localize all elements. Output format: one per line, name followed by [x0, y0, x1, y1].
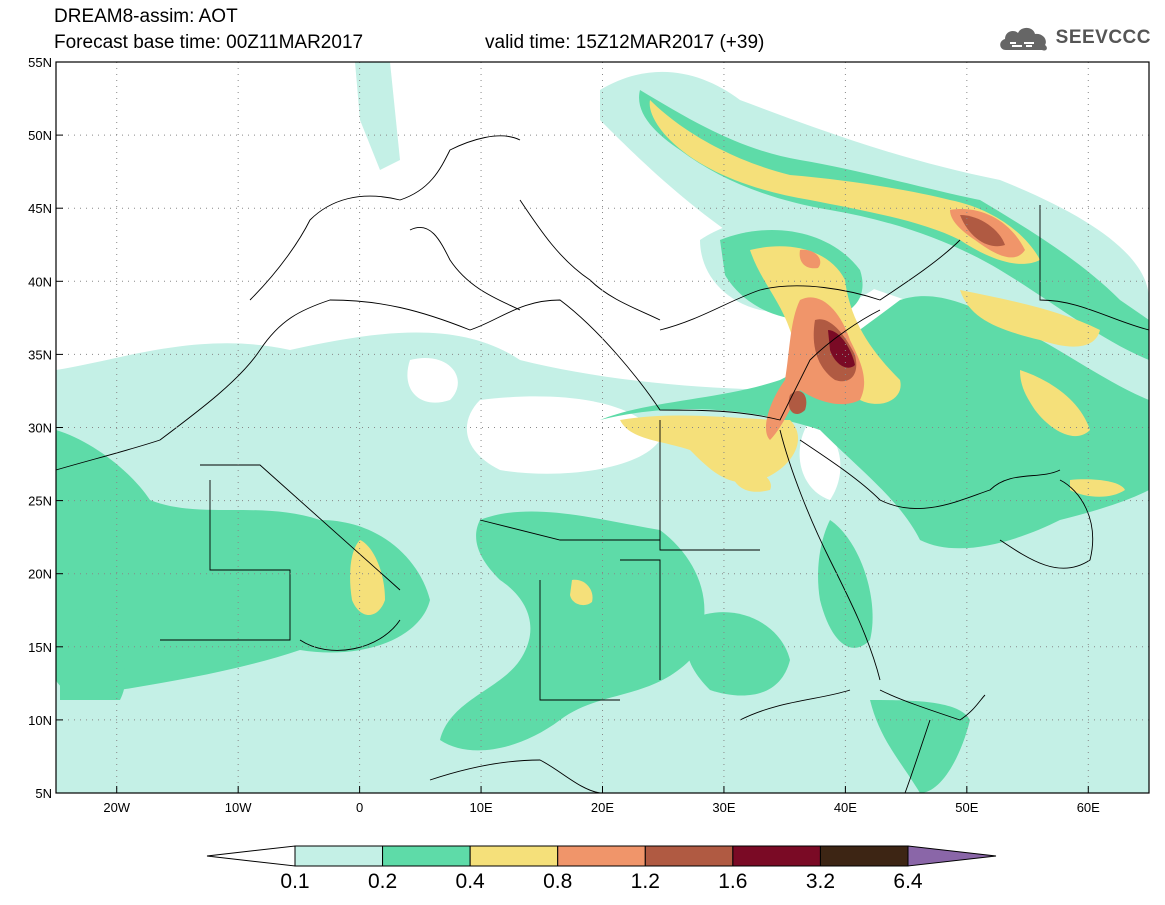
lat-tick-label: 15N [28, 640, 52, 655]
colorbar-under-triangle [206, 845, 296, 867]
lon-tick-label: 20E [591, 800, 614, 815]
lon-tick-label: 60E [1077, 800, 1100, 815]
colorbar-box [819, 845, 909, 867]
colorbar-box [469, 845, 559, 867]
colorbar [206, 845, 997, 867]
colorbar-level-label: 3.2 [805, 870, 836, 893]
lon-tick-label: 10E [469, 800, 492, 815]
lat-tick-label: 45N [28, 201, 52, 216]
seevccc-logo: SEEVCCC [996, 22, 1151, 54]
colorbar-level-label: 0.8 [543, 870, 573, 893]
lon-tick-label: 0 [356, 800, 363, 815]
lon-tick-label: 40E [834, 800, 857, 815]
lat-tick-label: 5N [35, 786, 52, 801]
cloud-icon [999, 27, 1047, 51]
lon-tick-label: 10W [225, 800, 252, 815]
lat-tick-label: 10N [28, 713, 52, 728]
colorbar-level-label: 1.6 [718, 870, 748, 893]
colorbar-box [644, 845, 734, 867]
lat-tick-label: 35N [28, 347, 52, 362]
colorbar-level-label: 0.2 [367, 870, 398, 893]
forecast-base-time: Forecast base time: 00Z11MAR2017 [54, 32, 364, 53]
lat-tick-label: 55N [28, 55, 52, 70]
colorbar-level-label: 0.4 [455, 870, 485, 893]
lat-tick-label: 50N [28, 128, 52, 143]
colorbar-box [294, 845, 384, 867]
colorbar-box [382, 845, 471, 867]
logo-text: SEEVCCC [1055, 27, 1151, 48]
colorbar-box [732, 845, 821, 867]
lon-tick-label: 50E [955, 800, 978, 815]
map-title: DREAM8-assim: AOT [54, 6, 238, 27]
colorbar-level-label: 1.2 [630, 870, 660, 893]
lon-tick-label: 20W [103, 800, 130, 815]
lat-tick-label: 40N [28, 274, 52, 289]
lat-tick-label: 30N [28, 421, 52, 436]
colorbar-box [557, 845, 646, 867]
colorbar-level-label: 0.1 [280, 870, 310, 893]
colorbar-level-label: 6.4 [893, 870, 923, 893]
valid-time: valid time: 15Z12MAR2017 (+39) [485, 32, 765, 53]
lat-tick-label: 20N [28, 567, 52, 582]
colorbar-over-triangle [907, 845, 997, 867]
aot-field [56, 62, 1149, 793]
lat-tick-label: 25N [28, 494, 52, 509]
lon-tick-label: 30E [712, 800, 735, 815]
